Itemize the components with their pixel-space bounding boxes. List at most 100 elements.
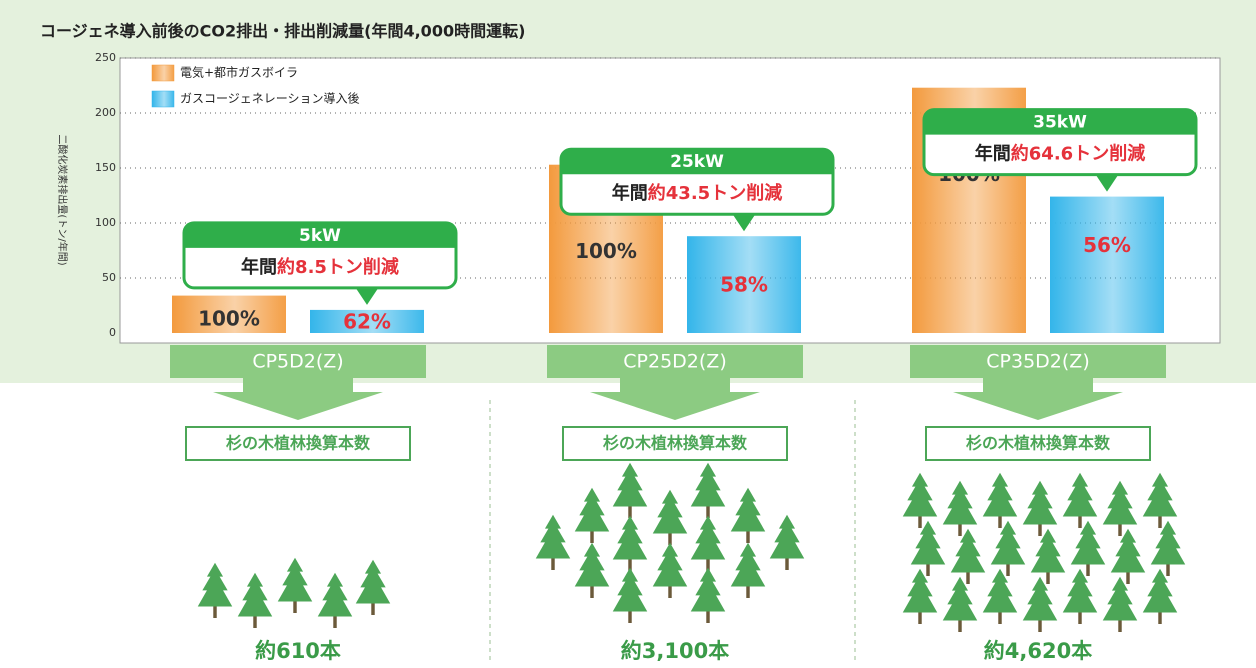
bar [687, 236, 801, 333]
category-band [547, 345, 803, 378]
tree-trunk [706, 506, 710, 518]
tree-trunk [706, 559, 710, 571]
tree-crown [1102, 576, 1138, 621]
tree-trunk [1158, 516, 1162, 528]
tree-crown [535, 514, 571, 559]
tree-icon [652, 489, 688, 545]
tree-trunk [551, 558, 555, 570]
tree-crown [237, 572, 273, 617]
y-tick-label: 0 [109, 326, 116, 339]
tree-icon [990, 520, 1026, 576]
percent-label: 100% [198, 307, 260, 331]
tree-crown [690, 515, 726, 560]
callout-text: 年間約64.6トン削減 [975, 143, 1145, 165]
tree-trunk [590, 586, 594, 598]
tree-icon [690, 462, 726, 518]
tree-trunk [1126, 572, 1130, 584]
tree-icon [355, 559, 391, 615]
tree-crown [1022, 480, 1058, 525]
tree-trunk [1038, 524, 1042, 536]
tree-icon [277, 557, 313, 613]
tree-trunk [1118, 524, 1122, 536]
tree-icon [769, 514, 805, 570]
tree-trunk [590, 531, 594, 543]
callout-capacity: 35kW [1033, 113, 1087, 133]
callout-header [184, 222, 456, 248]
tree-icon [237, 572, 273, 628]
tree-crown [950, 528, 986, 573]
tree-crown [1150, 520, 1186, 565]
tree-crown [902, 472, 938, 517]
reduction-amount: 約8.5トン削減 [277, 256, 399, 278]
tree-crown [1142, 568, 1178, 613]
tree-trunk [371, 603, 375, 615]
tree-icon [1062, 472, 1098, 528]
y-tick-label: 50 [102, 271, 116, 284]
tree-trunk [918, 612, 922, 624]
tree-trunk [333, 616, 337, 628]
tree-crown [652, 489, 688, 534]
tree-trunk [998, 612, 1002, 624]
tree-trunk [926, 564, 930, 576]
tree-crown [612, 462, 648, 507]
legend-swatch [151, 64, 175, 82]
y-tick-label: 250 [95, 51, 116, 64]
tree-icon [942, 576, 978, 632]
percent-label: 62% [343, 310, 391, 334]
tree-trunk [1086, 564, 1090, 576]
category-band [170, 345, 426, 378]
bar [310, 309, 424, 333]
category-band [910, 345, 1166, 378]
tree-icon [574, 487, 610, 543]
bar [1050, 196, 1164, 333]
down-arrow [213, 378, 383, 420]
tree-icon [982, 568, 1018, 624]
y-tick-label: 100 [95, 216, 116, 229]
tree-icon [1150, 520, 1186, 576]
tree-crown [1102, 480, 1138, 525]
tree-crown [1022, 576, 1058, 621]
percent-label: 58% [720, 273, 768, 297]
legend-label: ガスコージェネレーション導入後 [180, 92, 360, 106]
tree-heading: 杉の木植林換算本数 [603, 434, 748, 453]
tree-trunk [628, 611, 632, 623]
tree-icon [535, 514, 571, 570]
tree-trunk [998, 516, 1002, 528]
tree-icon [902, 568, 938, 624]
tree-crown [982, 568, 1018, 613]
tree-crown [612, 515, 648, 560]
tree-crown [990, 520, 1026, 565]
tree-crown [769, 514, 805, 559]
tree-crown [910, 520, 946, 565]
tree-icon [690, 515, 726, 571]
tree-trunk [1166, 564, 1170, 576]
tree-trunk [1078, 612, 1082, 624]
tree-icon [1030, 528, 1066, 584]
down-arrow [590, 378, 760, 420]
tree-icon [730, 487, 766, 543]
tree-icon [1022, 480, 1058, 536]
tree-icon [1102, 576, 1138, 632]
tree-crown [1062, 568, 1098, 613]
tree-icon [1070, 520, 1106, 576]
down-arrow [953, 378, 1123, 420]
legend-label: 電気+都市ガスボイラ [180, 65, 298, 80]
tree-heading-box [562, 426, 788, 461]
tree-trunk [1078, 516, 1082, 528]
tree-icon [910, 520, 946, 576]
tree-icon [982, 472, 1018, 528]
bar [172, 295, 286, 333]
tree-icon [1142, 472, 1178, 528]
tree-trunk [966, 572, 970, 584]
tree-heading: 杉の木植林換算本数 [966, 434, 1111, 453]
tree-trunk [918, 516, 922, 528]
tree-crown [1142, 472, 1178, 517]
tree-crown [317, 572, 353, 617]
tree-crown [902, 568, 938, 613]
tree-trunk [746, 531, 750, 543]
callout-pointer [1095, 173, 1119, 192]
reduction-amount: 約64.6トン削減 [1011, 143, 1145, 165]
tree-icon [612, 567, 648, 623]
